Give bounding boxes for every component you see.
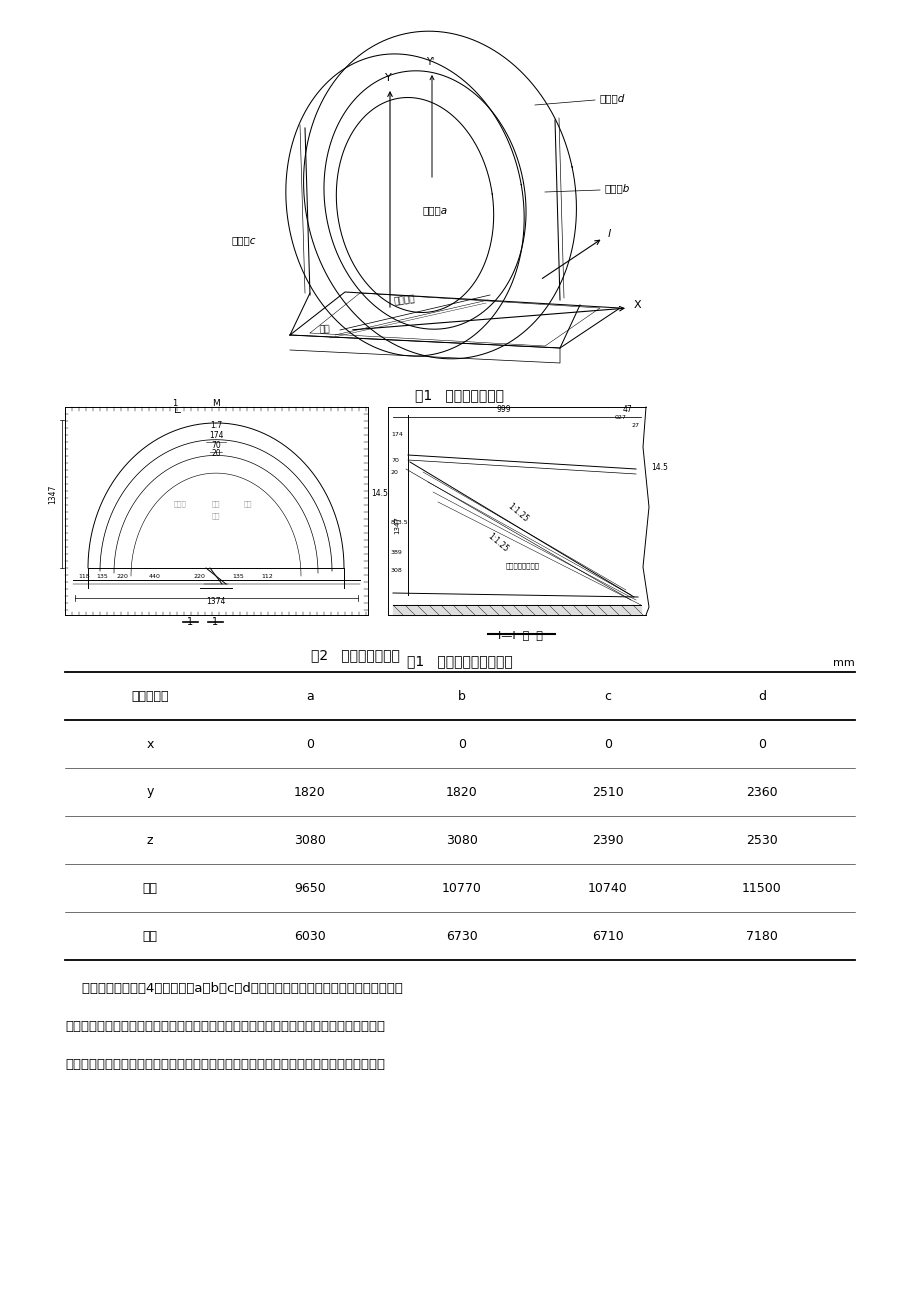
Text: 隧道: 隧道	[211, 500, 220, 506]
Text: 308: 308	[391, 568, 403, 573]
Text: 3080: 3080	[294, 833, 325, 846]
Text: 中线: 中线	[211, 512, 220, 518]
Text: 1347: 1347	[48, 484, 57, 504]
Text: 1: 1	[172, 398, 177, 408]
Text: z: z	[147, 833, 153, 846]
Text: 衬砌: 衬砌	[244, 500, 252, 506]
Text: 0: 0	[604, 737, 611, 750]
Text: 图1   洞门侧视轮廓图: 图1 洞门侧视轮廓图	[415, 388, 504, 402]
Text: 20: 20	[391, 470, 399, 474]
Text: 表1   帽檐轮廓线椭圆要素: 表1 帽檐轮廓线椭圆要素	[407, 654, 512, 668]
Text: 0: 0	[458, 737, 466, 750]
Text: x: x	[146, 737, 153, 750]
Text: 1347: 1347	[393, 516, 400, 534]
Text: b: b	[458, 690, 465, 703]
Text: Y: Y	[384, 73, 391, 83]
Text: 帽檐式斜切式洞门4条椭圆曲线a、b、c、d长短轴均不相同，且其圆心位于与线路方向: 帽檐式斜切式洞门4条椭圆曲线a、b、c、d长短轴均不相同，且其圆心位于与线路方向	[65, 982, 403, 995]
Text: 轮廓线: 轮廓线	[174, 500, 187, 506]
Text: 135: 135	[96, 574, 108, 579]
Polygon shape	[392, 605, 641, 615]
Text: 轮廓线a: 轮廓线a	[423, 204, 448, 215]
Text: 47: 47	[622, 405, 632, 414]
Text: 长轴: 长轴	[142, 881, 157, 894]
Text: 截面中线: 截面中线	[393, 294, 415, 306]
Text: 27: 27	[631, 423, 640, 428]
Text: 803.5: 803.5	[391, 519, 408, 525]
Text: mm: mm	[833, 658, 854, 668]
Text: I—I  斜  视: I—I 斜 视	[497, 630, 542, 641]
Text: a: a	[306, 690, 313, 703]
Text: 2530: 2530	[745, 833, 777, 846]
Text: 3080: 3080	[446, 833, 477, 846]
Text: 112: 112	[261, 574, 273, 579]
Text: 0: 0	[757, 737, 766, 750]
Text: 1: 1	[187, 617, 193, 628]
Text: 1:7: 1:7	[210, 421, 221, 430]
Text: 1:1.25: 1:1.25	[485, 531, 509, 553]
Text: 440: 440	[149, 574, 161, 579]
Text: 70: 70	[391, 458, 399, 464]
Text: 端部: 端部	[319, 326, 330, 335]
Text: 2510: 2510	[592, 785, 623, 798]
Text: 6030: 6030	[294, 930, 325, 943]
Text: 1374: 1374	[206, 598, 225, 605]
Text: 9650: 9650	[294, 881, 325, 894]
Text: 图2   洞门结构示意图: 图2 洞门结构示意图	[311, 648, 399, 661]
Text: 14.5: 14.5	[651, 462, 667, 471]
Text: 118: 118	[78, 574, 90, 579]
Text: 10770: 10770	[442, 881, 482, 894]
Text: 6730: 6730	[446, 930, 477, 943]
Text: 11500: 11500	[742, 881, 781, 894]
Text: 389: 389	[391, 549, 403, 555]
Text: 轮廓线编号: 轮廓线编号	[131, 690, 168, 703]
Text: 1:1.25: 1:1.25	[505, 501, 529, 523]
Text: 轮廓线d: 轮廓线d	[599, 92, 625, 103]
Text: 1820: 1820	[294, 785, 325, 798]
Text: 14.5: 14.5	[370, 490, 388, 499]
Text: 70: 70	[210, 441, 221, 450]
Text: 220: 220	[193, 574, 205, 579]
Text: 999: 999	[496, 405, 511, 414]
Text: 174: 174	[209, 431, 223, 440]
Text: 轮廓线c: 轮廓线c	[232, 234, 256, 245]
Text: 20: 20	[211, 449, 221, 458]
Text: 1820: 1820	[446, 785, 477, 798]
Text: 轮廓线b: 轮廓线b	[605, 184, 630, 193]
Text: 7180: 7180	[745, 930, 777, 943]
Text: 2360: 2360	[745, 785, 777, 798]
Text: 174: 174	[391, 432, 403, 437]
Text: 135: 135	[232, 574, 244, 579]
Text: 碎落台（排水沟）: 碎落台（排水沟）	[505, 562, 539, 569]
Text: 6710: 6710	[592, 930, 623, 943]
Text: 027: 027	[615, 415, 626, 421]
Text: 样数据要经过数学公式推导，才能计算得出，这样做不仅麻烦，同时也会降低挡头模板尺寸: 样数据要经过数学公式推导，才能计算得出，这样做不仅麻烦，同时也会降低挡头模板尺寸	[65, 1059, 384, 1072]
Text: 0: 0	[306, 737, 313, 750]
Text: X: X	[633, 299, 641, 310]
Text: 1: 1	[211, 617, 218, 628]
Text: l: l	[607, 229, 610, 240]
Text: d: d	[757, 690, 766, 703]
Text: c: c	[604, 690, 611, 703]
Text: Y': Y'	[425, 57, 434, 66]
Text: M: M	[212, 398, 220, 408]
Text: 垂直的不同平面内，每个椭圆所在的平面与水平方向的夹角也是不同的，使得每条曲线的放: 垂直的不同平面内，每个椭圆所在的平面与水平方向的夹角也是不同的，使得每条曲线的放	[65, 1019, 384, 1032]
Text: 短轴: 短轴	[142, 930, 157, 943]
Text: 2390: 2390	[592, 833, 623, 846]
Text: 10740: 10740	[587, 881, 627, 894]
Text: 220: 220	[116, 574, 128, 579]
Text: y: y	[146, 785, 153, 798]
